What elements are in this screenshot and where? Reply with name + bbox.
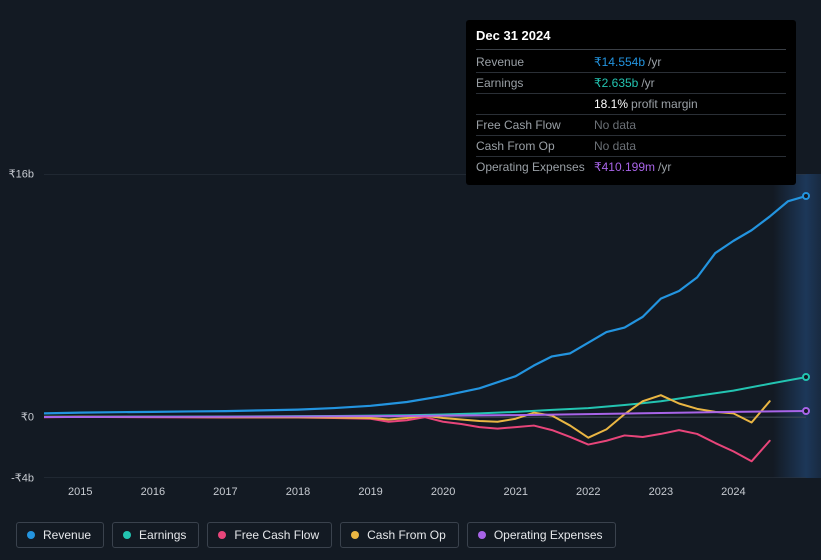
chart-legend: Revenue Earnings Free Cash Flow Cash From O… — [16, 522, 616, 548]
tooltip-metric-label: Revenue — [476, 55, 594, 69]
tooltip-metric-label: Earnings — [476, 76, 594, 90]
tooltip-row: Operating Expenses₹410.199m/yr — [476, 157, 786, 177]
legend-label: Free Cash Flow — [234, 528, 319, 542]
x-axis-label: 2024 — [721, 486, 745, 498]
legend-swatch — [218, 531, 226, 539]
legend-item-cash-from-op[interactable]: Cash From Op — [340, 522, 459, 548]
legend-item-free-cash-flow[interactable]: Free Cash Flow — [207, 522, 332, 548]
legend-label: Operating Expenses — [494, 528, 603, 542]
tooltip-row: 18.1%profit margin — [476, 94, 786, 115]
x-axis-label: 2018 — [286, 486, 310, 498]
x-axis-label: 2015 — [68, 486, 92, 498]
legend-item-revenue[interactable]: Revenue — [16, 522, 104, 548]
endpoint-marker — [802, 407, 810, 415]
tooltip-row: Earnings₹2.635b/yr — [476, 73, 786, 94]
tooltip-metric-value: No data — [594, 139, 636, 153]
financials-chart[interactable]: ₹16b₹0-₹4b 20152016201720182019202020212… — [16, 160, 806, 500]
x-axis-label: 2021 — [503, 486, 527, 498]
tooltip-row: Revenue₹14.554b/yr — [476, 52, 786, 73]
tooltip-metric-value: No data — [594, 118, 636, 132]
tooltip-metric-value: ₹2.635b/yr — [594, 76, 655, 90]
legend-label: Earnings — [139, 528, 186, 542]
y-axis-label: ₹16b — [9, 168, 34, 181]
legend-swatch — [27, 531, 35, 539]
chart-series-lines — [44, 174, 806, 478]
legend-label: Revenue — [43, 528, 91, 542]
tooltip-metric-value: 18.1%profit margin — [594, 97, 698, 111]
tooltip-metric-label: Operating Expenses — [476, 160, 594, 174]
x-axis-label: 2020 — [431, 486, 455, 498]
data-tooltip: Dec 31 2024 Revenue₹14.554b/yrEarnings₹2… — [466, 20, 796, 185]
tooltip-metric-value: ₹410.199m/yr — [594, 160, 671, 174]
endpoint-marker — [802, 192, 810, 200]
tooltip-metric-label: Cash From Op — [476, 139, 594, 153]
tooltip-metric-label: Free Cash Flow — [476, 118, 594, 132]
x-axis-label: 2016 — [141, 486, 165, 498]
series-line-free-cash-flow — [44, 417, 770, 461]
tooltip-date: Dec 31 2024 — [476, 26, 786, 50]
x-axis-label: 2017 — [213, 486, 237, 498]
chart-plot-area[interactable] — [44, 174, 806, 478]
tooltip-metric-label — [476, 97, 594, 111]
endpoint-marker — [802, 373, 810, 381]
legend-item-operating-expenses[interactable]: Operating Expenses — [467, 522, 616, 548]
tooltip-row: Cash From OpNo data — [476, 136, 786, 157]
legend-swatch — [351, 531, 359, 539]
series-line-revenue — [44, 196, 806, 413]
legend-swatch — [123, 531, 131, 539]
tooltip-row: Free Cash FlowNo data — [476, 115, 786, 136]
legend-swatch — [478, 531, 486, 539]
legend-label: Cash From Op — [367, 528, 446, 542]
x-axis-label: 2022 — [576, 486, 600, 498]
y-axis-label: ₹0 — [21, 411, 34, 424]
y-axis-label: -₹4b — [11, 472, 34, 485]
legend-item-earnings[interactable]: Earnings — [112, 522, 199, 548]
x-axis-label: 2023 — [649, 486, 673, 498]
tooltip-metric-value: ₹14.554b/yr — [594, 55, 661, 69]
x-axis-label: 2019 — [358, 486, 382, 498]
